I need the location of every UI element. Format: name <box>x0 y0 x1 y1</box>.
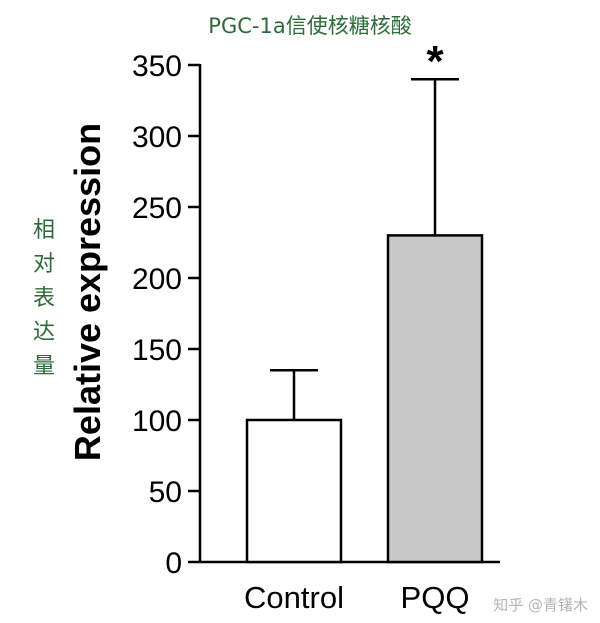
side-label-char: 相 <box>32 218 55 243</box>
x-category-label: PQQ <box>401 580 470 615</box>
y-tick-label: 300 <box>132 121 182 154</box>
y-tick-label: 0 <box>165 547 182 580</box>
significance-asterisk: * <box>426 37 444 86</box>
y-tick-label: 150 <box>132 334 182 367</box>
y-tick-label: 50 <box>149 476 182 509</box>
x-category-label: Control <box>244 580 344 615</box>
side-label-char: 量 <box>32 354 55 379</box>
side-label-char: 达 <box>32 320 55 345</box>
chinese-side-label: 相对表达量 <box>28 214 60 384</box>
side-label-char: 表 <box>32 286 55 311</box>
y-axis-title: Relative expression <box>67 123 108 461</box>
bar-pqq <box>386 234 484 564</box>
y-tick-label: 250 <box>132 192 182 225</box>
y-tick-label: 350 <box>132 50 182 83</box>
bar-control <box>245 418 343 564</box>
side-label-char: 对 <box>32 252 55 277</box>
y-tick-label: 100 <box>132 405 182 438</box>
watermark-text: 知乎 @青䦃木 <box>493 596 588 614</box>
y-tick-label: 200 <box>132 263 182 296</box>
chinese-title-annotation: PGC-1a信使核糖核酸 <box>208 14 412 38</box>
